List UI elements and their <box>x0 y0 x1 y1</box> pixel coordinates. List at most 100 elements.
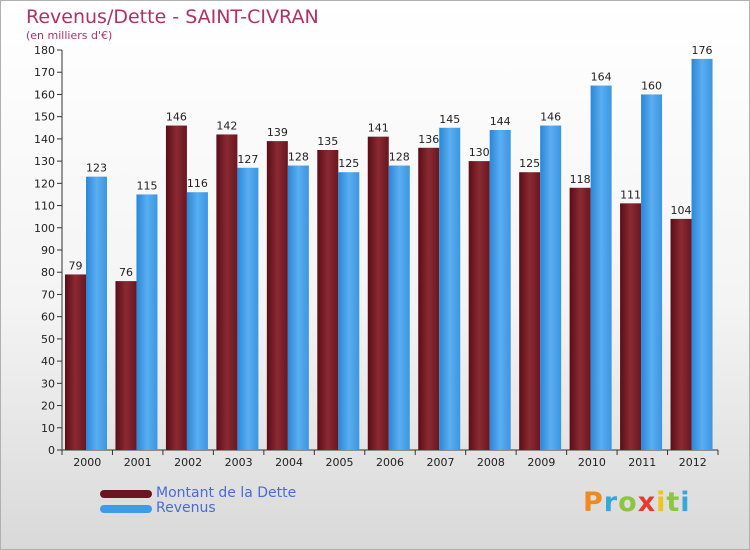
bar-dette <box>266 141 288 450</box>
x-tick-label: 2011 <box>628 456 656 469</box>
bar-revenus <box>237 167 259 450</box>
data-labels-layer: 79 76 146 142 139 135 141 136 130 125 118 111 104 123… <box>69 44 713 279</box>
y-tick-label: 30 <box>41 377 55 390</box>
data-label: 141 <box>368 122 389 135</box>
y-tick-label: 170 <box>34 66 55 79</box>
x-tick-label: 2010 <box>578 456 606 469</box>
y-tick-label: 70 <box>41 288 55 301</box>
bar-revenus <box>388 165 410 451</box>
x-tick-label: 2000 <box>73 456 101 469</box>
x-tick-label: 2008 <box>477 456 505 469</box>
bar-revenus <box>641 94 663 450</box>
y-tick-label: 120 <box>34 177 55 190</box>
proxiti-logo: Proxiti <box>583 487 691 518</box>
x-tick-label: 2009 <box>527 456 555 469</box>
bar-revenus <box>439 127 461 451</box>
bar-revenus <box>287 165 309 451</box>
chart-subtitle: (en milliers d'€) <box>26 29 113 42</box>
data-label: 127 <box>237 153 258 166</box>
x-tick-label: 2005 <box>326 456 354 469</box>
logo-letter: r <box>603 487 619 518</box>
y-tick-label: 140 <box>34 133 55 146</box>
data-label: 176 <box>692 44 713 57</box>
bar-revenus <box>338 172 360 450</box>
bar-revenus <box>86 176 107 450</box>
bar-dette <box>519 172 541 450</box>
x-tick-label: 2004 <box>275 456 303 469</box>
y-tick-label: 60 <box>41 311 55 324</box>
y-tick-label: 40 <box>41 355 55 368</box>
legend-label-revenus: Revenus <box>156 500 216 516</box>
legend-swatch-revenus <box>100 505 152 513</box>
data-label: 144 <box>490 115 511 128</box>
chart-title: Revenus/Dette - SAINT-CIVRAN <box>26 6 319 28</box>
data-label: 142 <box>216 119 237 132</box>
data-label: 164 <box>591 71 612 84</box>
data-label: 136 <box>418 133 439 146</box>
data-label: 145 <box>439 113 460 126</box>
y-tick-label: 10 <box>41 422 55 435</box>
bar-revenus <box>540 125 562 451</box>
logo-letter: i <box>656 487 667 518</box>
data-label: 79 <box>69 259 83 272</box>
data-label: 139 <box>267 126 288 139</box>
bar-dette <box>418 147 440 450</box>
legend-label-dette: Montant de la Dette <box>156 485 297 501</box>
data-label: 146 <box>540 111 561 124</box>
bar-revenus <box>590 85 612 451</box>
data-label: 125 <box>519 157 540 170</box>
data-label: 118 <box>570 173 591 186</box>
data-label: 111 <box>620 188 641 201</box>
logo-letter: x <box>637 487 657 518</box>
x-tick-label: 2001 <box>124 456 152 469</box>
x-tick-label: 2002 <box>174 456 202 469</box>
bar-dette <box>115 281 137 450</box>
y-tick-label: 130 <box>34 155 55 168</box>
bar-dette <box>165 125 187 451</box>
bar-revenus <box>186 192 208 450</box>
x-tick-label: 2012 <box>679 456 707 469</box>
y-tick-label: 180 <box>34 44 55 57</box>
bar-dette <box>468 161 490 450</box>
axes-layer: 0 10 20 30 40 50 60 70 80 90 100 110 120 130 140 150 160… <box>34 44 719 469</box>
bar-dette <box>569 187 591 450</box>
data-label: 76 <box>119 266 133 279</box>
logo-letter: t <box>666 487 681 518</box>
y-tick-label: 0 <box>48 444 55 457</box>
y-tick-label: 110 <box>34 200 55 213</box>
legend-swatch-dette <box>100 490 152 498</box>
data-label: 130 <box>469 146 490 159</box>
bar-revenus <box>691 58 713 451</box>
bar-dette <box>65 274 86 450</box>
bars-layer <box>65 58 713 451</box>
y-tick-label: 150 <box>34 111 55 124</box>
x-tick-label: 2003 <box>225 456 253 469</box>
y-tick-label: 100 <box>34 222 55 235</box>
data-label: 115 <box>136 179 157 192</box>
bar-dette <box>620 203 642 450</box>
x-tick-label: 2006 <box>376 456 404 469</box>
logo-letter: P <box>583 487 604 518</box>
y-tick-label: 160 <box>34 88 55 101</box>
data-label: 160 <box>641 79 662 92</box>
logo-letter: o <box>618 487 638 518</box>
data-label: 146 <box>166 111 187 124</box>
x-tick-label: 2007 <box>426 456 454 469</box>
data-label: 104 <box>671 204 692 217</box>
y-tick-label: 80 <box>41 266 55 279</box>
bar-dette <box>670 218 692 450</box>
logo-letter: i <box>680 487 691 518</box>
y-tick-label: 90 <box>41 244 55 257</box>
data-label: 135 <box>317 135 338 148</box>
data-label: 125 <box>338 157 359 170</box>
y-tick-label: 50 <box>41 333 55 346</box>
bar-revenus <box>136 194 158 450</box>
bar-revenus <box>489 130 511 450</box>
y-tick-label: 20 <box>41 400 55 413</box>
data-label: 128 <box>389 151 410 164</box>
data-label: 116 <box>187 177 208 190</box>
bar-dette <box>216 134 238 450</box>
bar-dette <box>317 150 339 450</box>
bar-dette <box>367 136 389 450</box>
